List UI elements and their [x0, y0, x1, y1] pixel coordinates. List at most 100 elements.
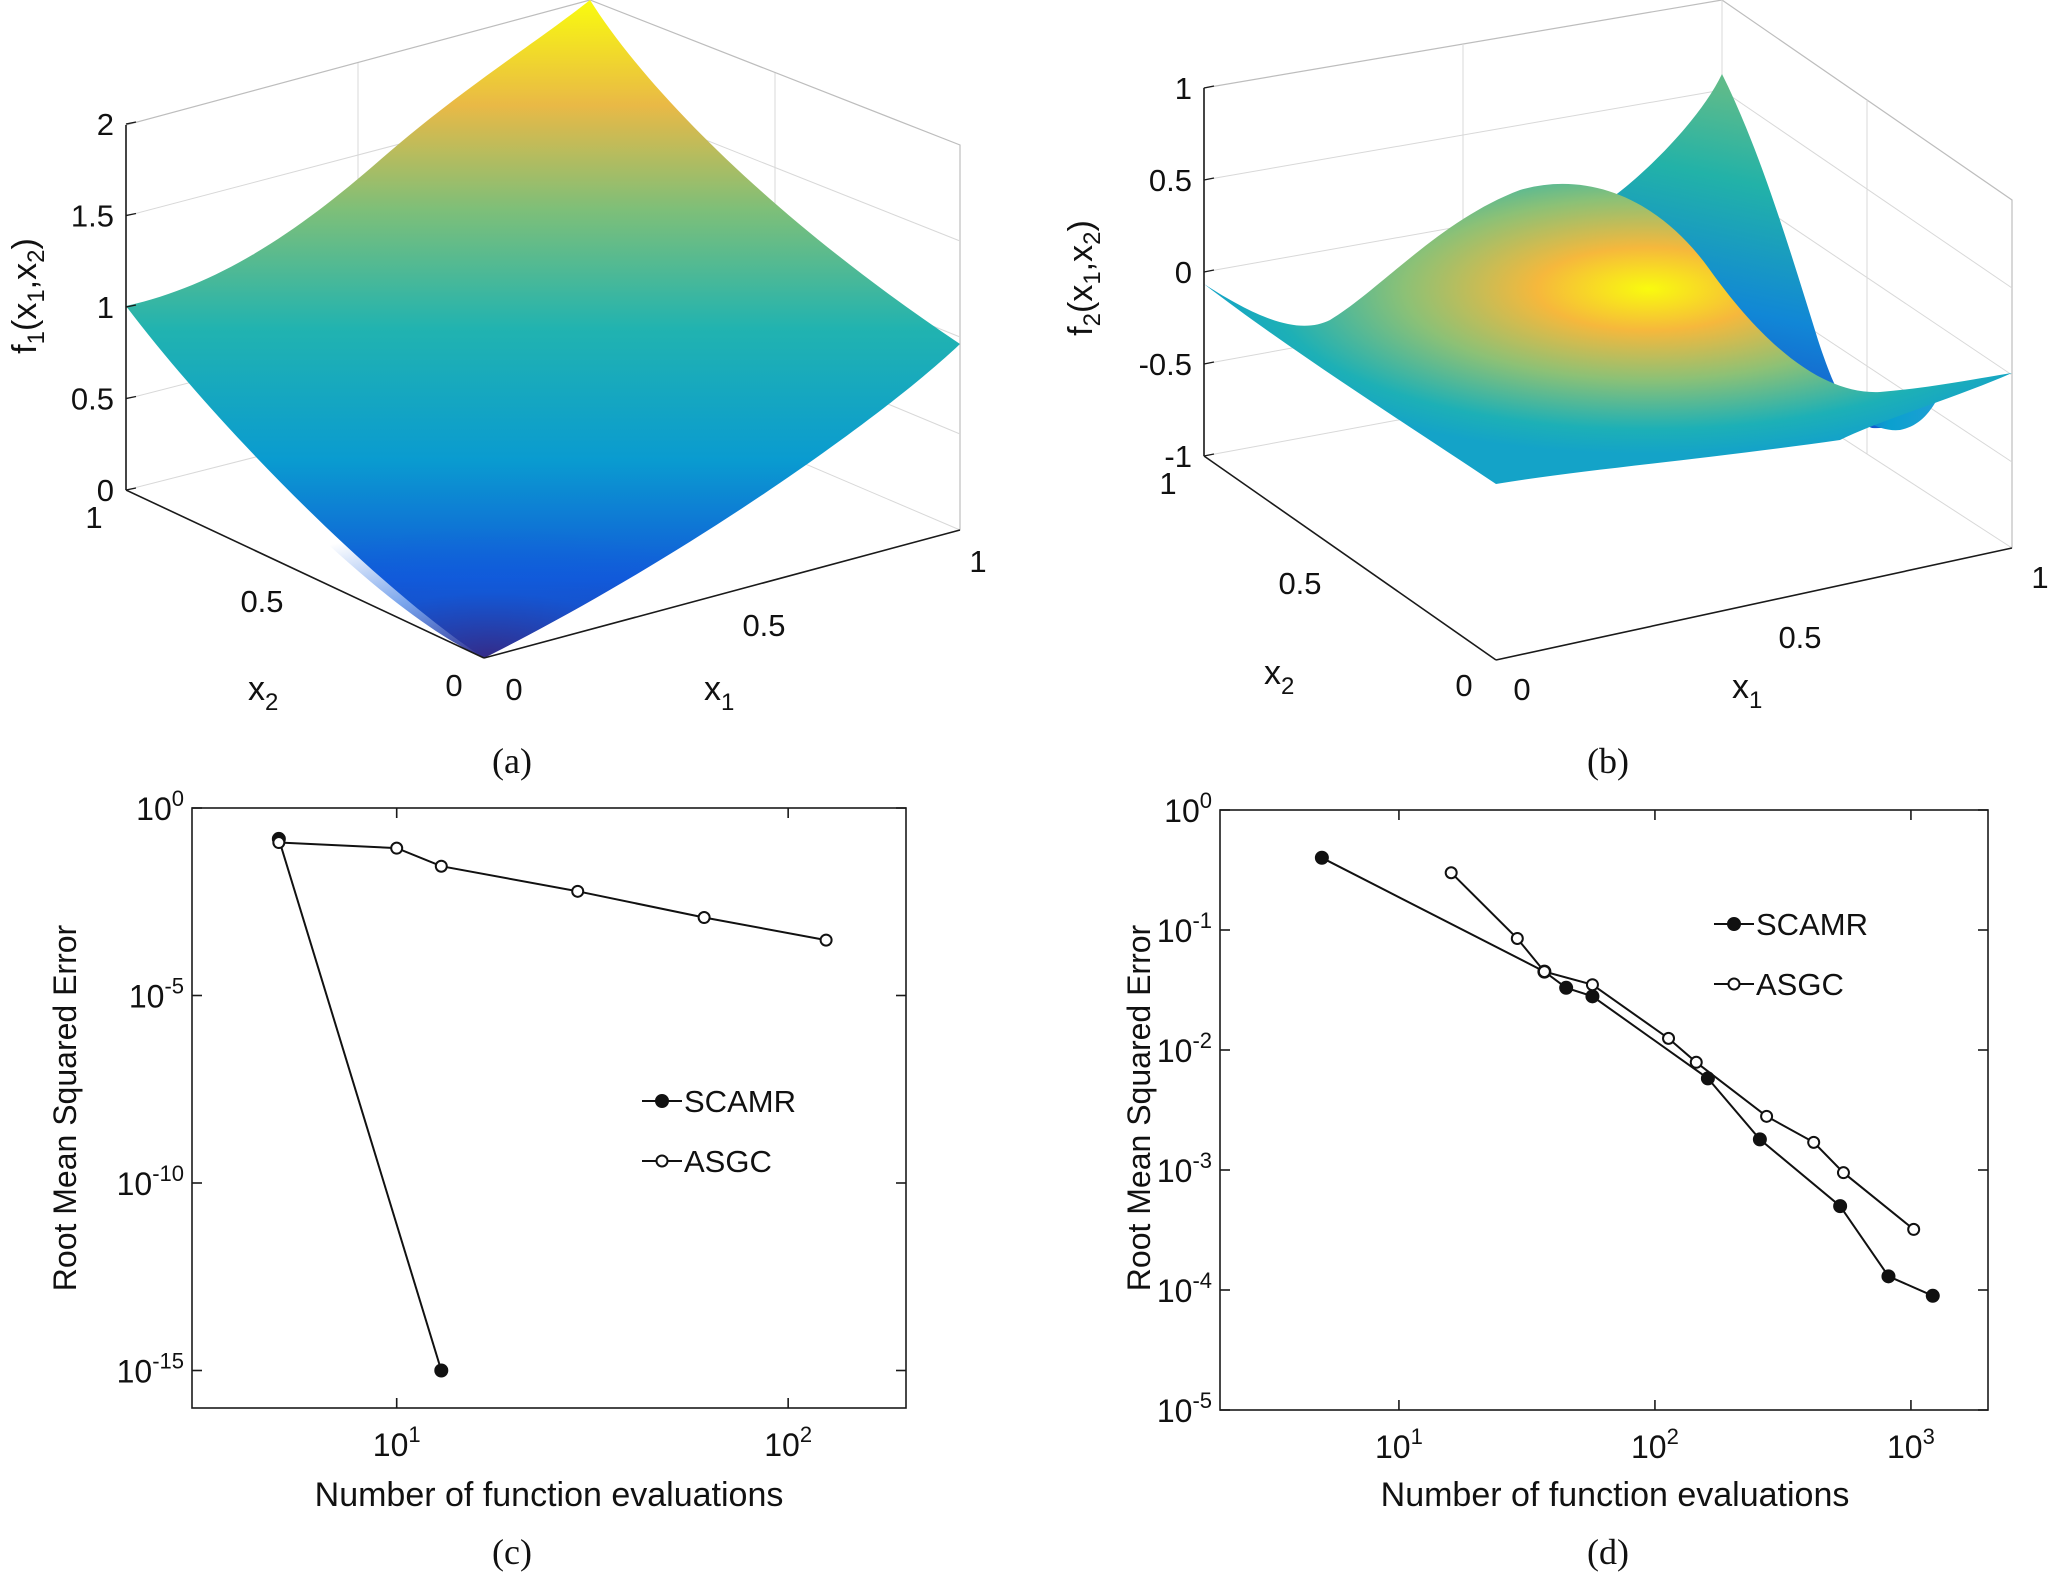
- panel-b-label: (b): [1587, 741, 1629, 781]
- panel-c-point-scamr: [434, 1363, 449, 1378]
- panel-a-ylabel: x2: [248, 670, 278, 716]
- panel-d-legend-label: SCAMR: [1756, 907, 1868, 942]
- panel-b-ytick-label: 0.5: [1278, 566, 1321, 601]
- panel-c-point-asgc: [434, 859, 448, 873]
- panel-d-label: (d): [1587, 1532, 1629, 1572]
- panel-a-ztick-label: 0: [97, 473, 114, 508]
- panel-d-series: [1314, 850, 1940, 1303]
- panel-d-ytick-label: 100: [1164, 788, 1212, 829]
- panel-a-xtick-label: 0.5: [742, 608, 785, 643]
- panel-c-series-line-scamr: [277, 838, 443, 1371]
- panel-c-ytick-label: 10-10: [117, 1161, 184, 1202]
- panel-b-tick-labels: -1 -0.5 0 0.5 1 0 0.5 1 0 0.5 1: [1139, 71, 2048, 707]
- panel-b-zlabel: f2(x1,x2): [1062, 220, 1106, 336]
- panel-c-ticks: 101 102 100 10-5 10-10 10-15: [117, 786, 906, 1463]
- panel-a-ztick-label: 1.5: [71, 199, 114, 234]
- panel-b: -1 -0.5 0 0.5 1 0 0.5 1 0 0.5 1 f2(x1,x2) x1 x2 (b…: [1062, 0, 2048, 781]
- panel-b-xtick-label: 1: [2031, 560, 2048, 595]
- panel-d-point-asgc: [1689, 1055, 1703, 1069]
- panel-d: 101 102 103 100 10-1 10-2 10-3 10-4 10-5 SCAMR AS…: [1121, 788, 1989, 1572]
- panel-c-point-asgc: [697, 911, 711, 925]
- panel-d-legend-label: ASGC: [1756, 967, 1844, 1002]
- panel-d-legend: SCAMR ASGC: [1714, 907, 1868, 1002]
- panel-d-legend-marker: [1727, 917, 1741, 931]
- panel-c-legend-label: SCAMR: [684, 1084, 796, 1119]
- panel-c-series-line-asgc: [278, 841, 827, 942]
- panel-d-point-asgc: [1662, 1031, 1676, 1045]
- panel-c-ytick-label: 100: [136, 786, 184, 827]
- panel-d-xtick-label: 101: [1375, 1424, 1423, 1465]
- panel-c-series: [271, 831, 833, 1378]
- panel-d-point-asgc: [1907, 1222, 1921, 1236]
- panel-d-ytick-label: 10-5: [1157, 1388, 1212, 1429]
- panel-a-ztick-label: 2: [97, 107, 114, 142]
- panel-b-ztick-label: 0.5: [1149, 163, 1192, 198]
- panel-d-point-scamr: [1752, 1132, 1767, 1147]
- panel-a-zlabel: f1(x1,x2): [6, 238, 50, 354]
- panel-c-xlabel: Number of function evaluations: [315, 1476, 784, 1514]
- panel-a-xlabel: x1: [704, 670, 734, 716]
- panel-c-point-asgc: [390, 841, 404, 855]
- panel-c-legend-marker: [655, 1094, 669, 1108]
- panel-d-point-asgc: [1760, 1109, 1774, 1123]
- panel-b-xlabel: x1: [1732, 668, 1762, 714]
- panel-a-ztick-label: 1: [97, 290, 114, 325]
- panel-d-point-scamr: [1881, 1269, 1896, 1284]
- panel-b-ztick-label: -1: [1164, 439, 1192, 474]
- panel-c-legend-marker: [655, 1154, 669, 1168]
- panel-c-point-asgc: [272, 836, 286, 850]
- panel-b-ztick-label: -0.5: [1139, 347, 1192, 382]
- panel-a-label: (a): [492, 741, 532, 781]
- panel-d-axes-box: [1219, 809, 1989, 1411]
- panel-d-point-asgc: [1537, 965, 1551, 979]
- panel-b-surface: [1204, 183, 2012, 485]
- panel-c-ytick-label: 10-15: [117, 1349, 184, 1390]
- panel-d-xtick-label: 102: [1631, 1424, 1679, 1465]
- panel-d-xtick-label: 103: [1887, 1424, 1935, 1465]
- panel-c-xtick-label: 102: [764, 1422, 812, 1463]
- panel-d-legend-marker: [1727, 977, 1741, 991]
- panel-d-xlabel: Number of function evaluations: [1381, 1476, 1850, 1514]
- panel-c-legend-label: ASGC: [684, 1144, 772, 1179]
- panel-b-ytick-label: 1: [1159, 466, 1176, 501]
- panel-b-xtick-label: 0.5: [1778, 620, 1821, 655]
- panel-c-point-asgc: [571, 884, 585, 898]
- panel-d-ytick-label: 10-2: [1157, 1028, 1212, 1069]
- panel-d-ticks: 101 102 103 100 10-1 10-2 10-3 10-4 10-5: [1157, 788, 1988, 1465]
- panel-d-point-asgc: [1510, 931, 1524, 945]
- panel-a-ytick-label: 1: [85, 500, 102, 535]
- panel-d-ytick-label: 10-3: [1157, 1148, 1212, 1189]
- panel-d-point-scamr: [1314, 850, 1329, 865]
- panel-d-point-scamr: [1833, 1199, 1848, 1214]
- panel-a-ytick-label: 0.5: [240, 584, 283, 619]
- panel-b-ylabel: x2: [1264, 654, 1294, 700]
- panel-d-point-asgc: [1585, 978, 1599, 992]
- panel-b-ztick-label: 1: [1175, 71, 1192, 106]
- panel-b-ztick-label: 0: [1175, 255, 1192, 290]
- panel-d-point-scamr: [1925, 1288, 1940, 1303]
- panel-b-xtick-label: 0: [1513, 672, 1530, 707]
- panel-a-surface-shade: [200, 420, 780, 658]
- panel-c-xtick-label: 101: [373, 1422, 421, 1463]
- panel-d-point-asgc: [1444, 866, 1458, 880]
- panel-d-ytick-label: 10-4: [1157, 1268, 1212, 1309]
- panel-a-xtick-label: 1: [969, 544, 986, 579]
- panel-c-label: (c): [492, 1532, 532, 1572]
- panel-b-ytick-label: 0: [1455, 668, 1472, 703]
- panel-d-series-line-asgc: [1450, 871, 1915, 1231]
- panel-a-xtick-label: 0: [505, 672, 522, 707]
- panel-d-ytick-label: 10-1: [1157, 908, 1212, 949]
- panel-c-axes-box: [191, 807, 907, 1409]
- panel-a-ztick-label: 0.5: [71, 382, 114, 417]
- panel-c: 101 102 100 10-5 10-10 10-15 SCAMR ASGC Root M…: [47, 786, 907, 1572]
- panel-a-ytick-label: 0: [445, 668, 462, 703]
- panel-a-axes: [125, 125, 961, 659]
- panel-c-point-asgc: [819, 933, 833, 947]
- panel-d-point-asgc: [1807, 1135, 1821, 1149]
- panel-d-point-scamr: [1585, 989, 1600, 1004]
- panel-c-ylabel: Root Mean Squared Error: [47, 924, 83, 1291]
- panel-d-point-scamr: [1559, 980, 1574, 995]
